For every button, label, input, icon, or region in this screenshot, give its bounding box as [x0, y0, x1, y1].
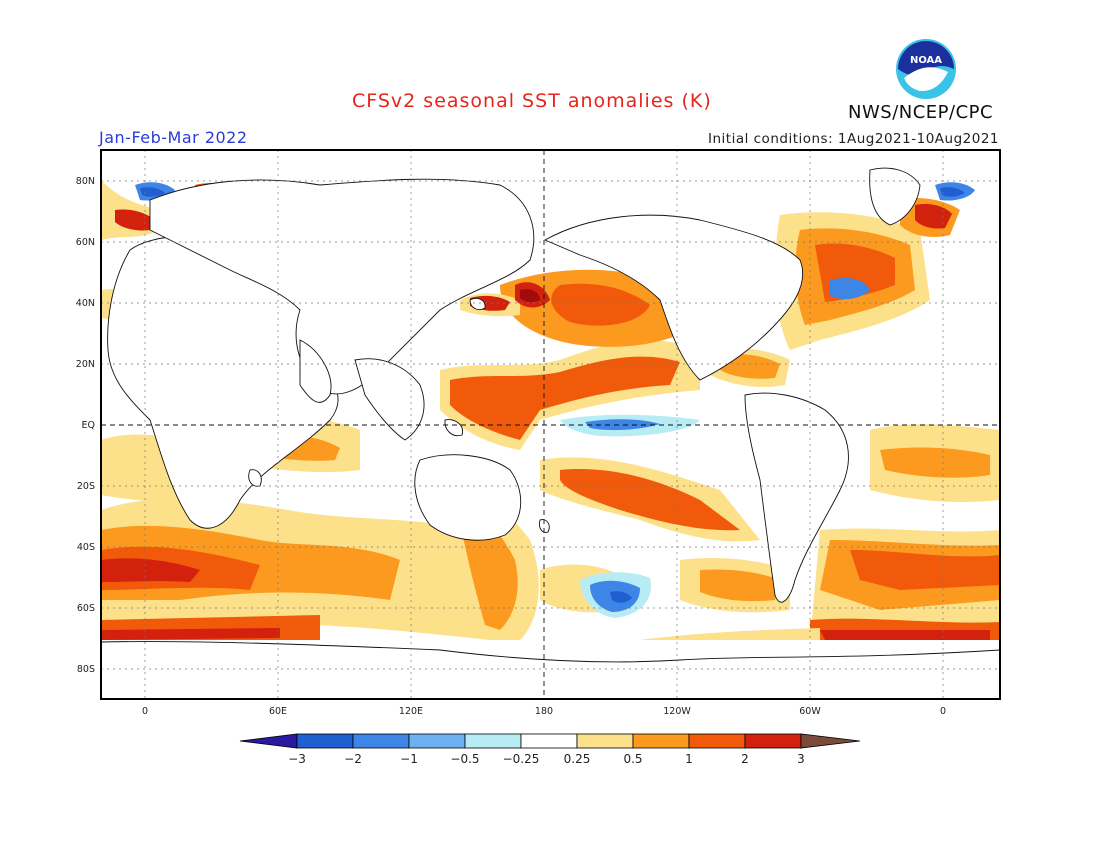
lon-label: 120W [663, 706, 691, 717]
colorbar-segment [464, 733, 522, 749]
lon-label: 120E [399, 706, 423, 717]
lat-label: 60S [77, 603, 95, 614]
colorbar-segment [576, 733, 634, 749]
colorbar-tick-label: −2 [344, 752, 362, 766]
colorbar-tick-label: 3 [797, 752, 805, 766]
initial-conditions-label: Initial conditions: 1Aug2021-10Aug2021 [707, 131, 999, 147]
season-label: Jan-Feb-Mar 2022 [99, 128, 248, 147]
colorbar-segment [632, 733, 690, 749]
colorbar-tick-label: 1 [685, 752, 693, 766]
colorbar-segment [408, 733, 466, 749]
logo-text: NOAA [910, 55, 942, 66]
lat-label: 80N [76, 176, 95, 187]
agency-label: NWS/NCEP/CPC [848, 102, 994, 123]
colorbar-tick-label: −0.5 [450, 752, 479, 766]
colorbar-segment [352, 733, 410, 749]
colorbar-segment [520, 733, 578, 749]
lon-label: 60W [799, 706, 821, 717]
lon-label: 60E [269, 706, 287, 717]
lat-label: 20S [77, 481, 95, 492]
map-frame [100, 149, 1001, 700]
latitude-axis: 80N 60N 40N 20N EQ 20S 40S 60S 80S [76, 176, 95, 675]
cold-anomalies [135, 182, 975, 618]
map-field [101, 150, 1000, 699]
colorbar-segment [744, 733, 802, 749]
atlantic-anomalies [710, 198, 960, 387]
colorbar: −3 −2 −1 −0.5 −0.25 0.25 0.5 1 2 3 [239, 733, 861, 766]
colorbar-high-arrow [800, 733, 861, 749]
longitude-axis: 0 60E 120E 180 120W 60W 0 [142, 706, 946, 717]
lat-label: 40S [77, 542, 95, 553]
lon-gridlines [144, 150, 944, 699]
colorbar-tick-label: 2 [741, 752, 749, 766]
lat-label: 20N [76, 359, 95, 370]
continents [101, 167, 1000, 699]
lat-label: EQ [82, 420, 95, 431]
colorbar-segment [688, 733, 746, 749]
lon-label: 0 [142, 706, 148, 717]
logo-gull [904, 67, 948, 92]
noaa-logo: NOAA [896, 39, 956, 99]
colorbar-tick-label: −1 [400, 752, 418, 766]
logo-sky [898, 41, 954, 76]
colorbar-tick-label: −0.25 [503, 752, 540, 766]
colorbar-segment [296, 733, 354, 749]
map-title: CFSv2 seasonal SST anomalies (K) [352, 90, 712, 112]
lat-label: 80S [77, 664, 95, 675]
lat-label: 40N [76, 298, 95, 309]
lon-label: 180 [535, 706, 553, 717]
lon-label: 0 [940, 706, 946, 717]
colorbar-low-arrow [239, 733, 298, 749]
colorbar-tick-label: −3 [288, 752, 306, 766]
colorbar-tick-label: 0.25 [564, 752, 591, 766]
colorbar-tick-label: 0.5 [623, 752, 642, 766]
lat-label: 60N [76, 237, 95, 248]
